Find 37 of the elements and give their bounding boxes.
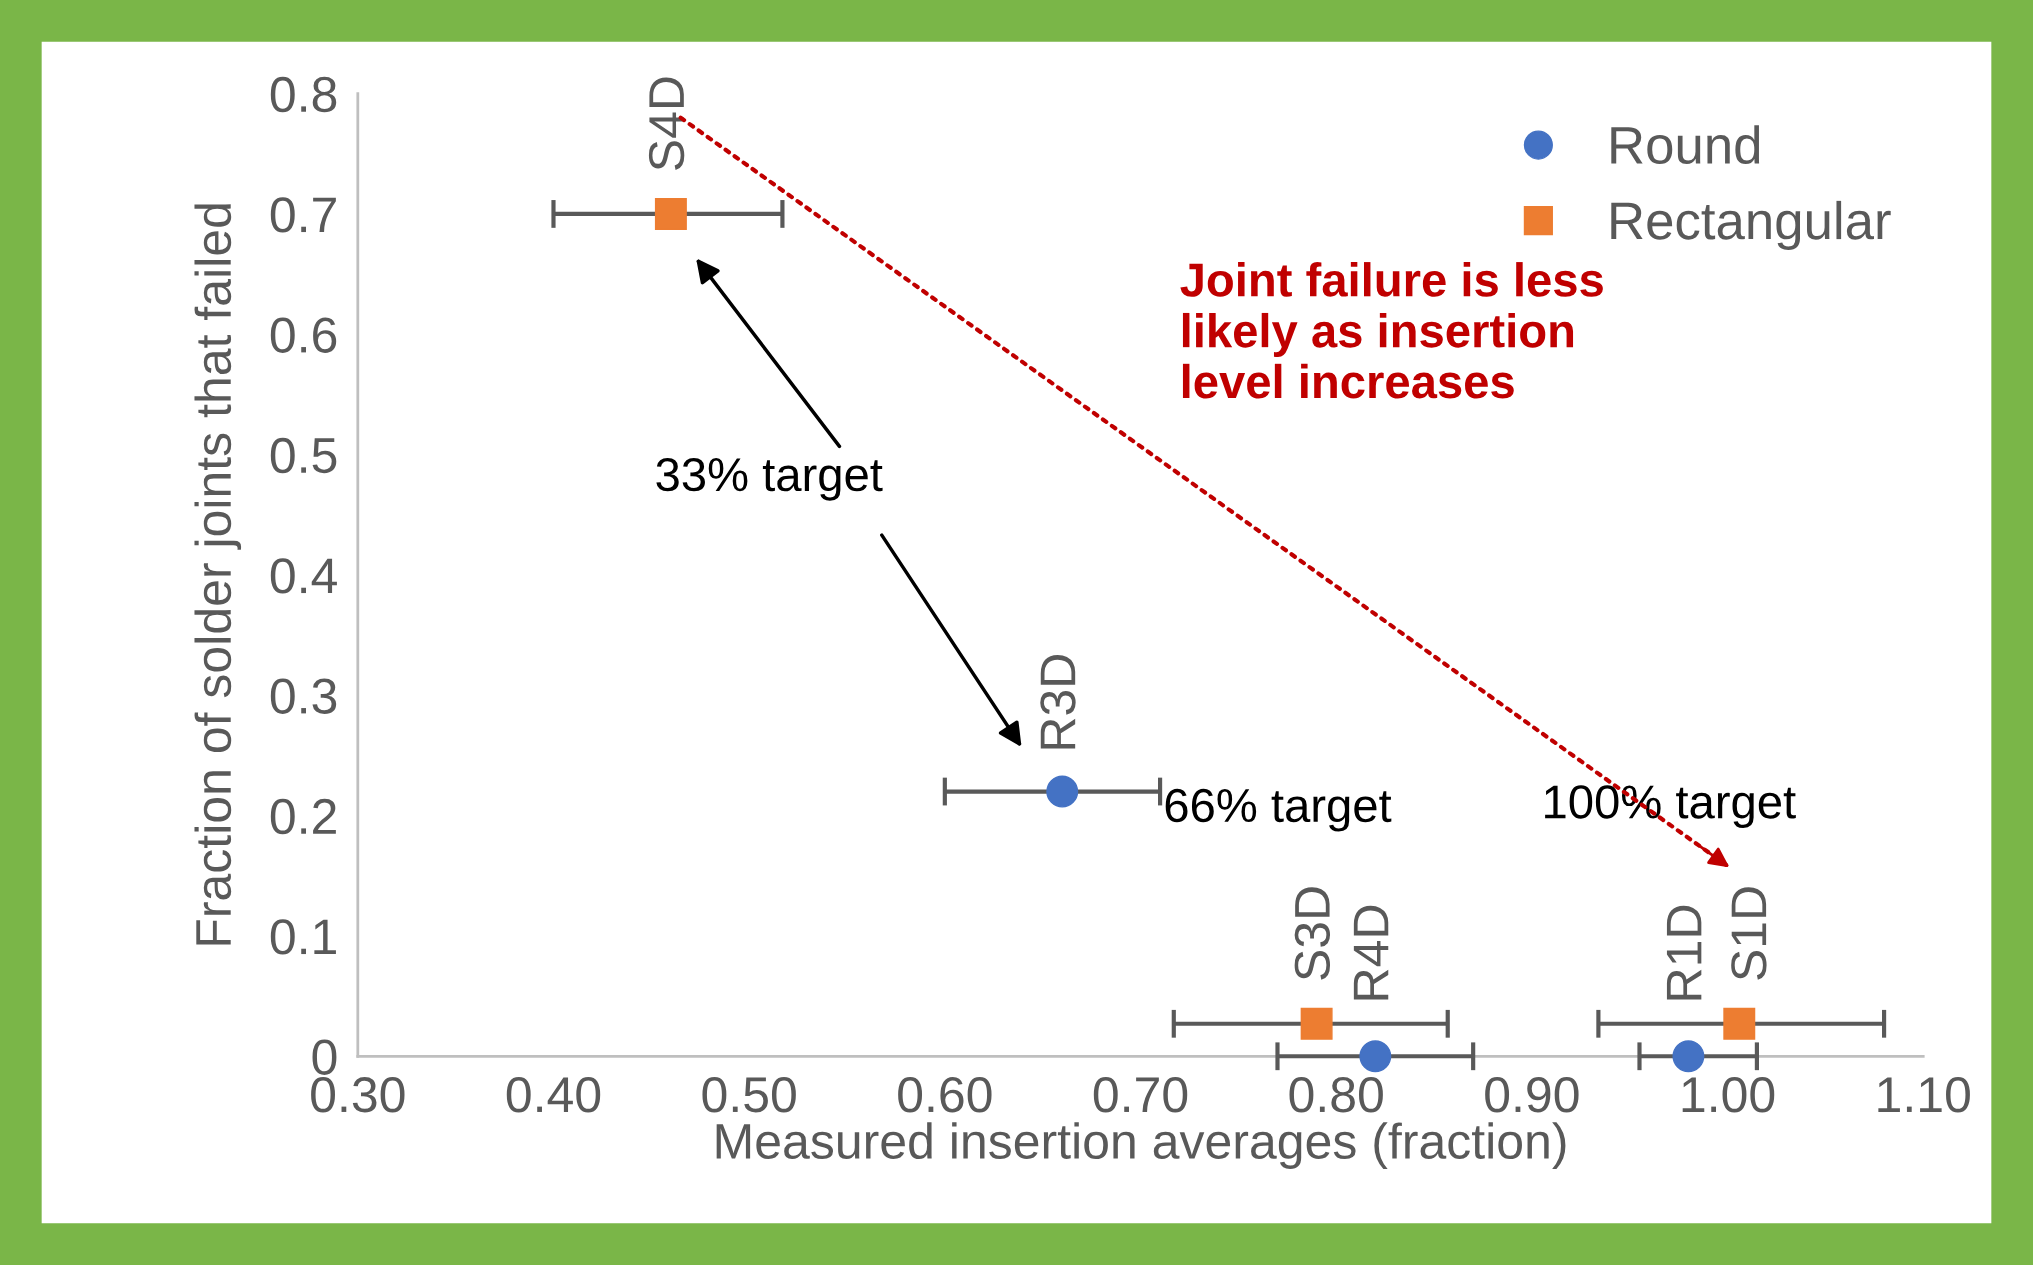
point (654, 197, 687, 230)
x-tick-label: 1.00 (1682, 1077, 1775, 1113)
annotation: R4D (1353, 905, 1389, 1000)
y-axis-title: Fraction of solder joints that failed (194, 204, 242, 945)
x-tick-label: 0.90 (1485, 1077, 1579, 1113)
annotation: R1D (1666, 905, 1702, 1000)
annotation: S1D (1731, 887, 1767, 980)
x-tick-label: 0.50 (702, 1077, 796, 1113)
x-tick-label: 0.80 (1289, 1077, 1383, 1113)
y-tick-label: 0.1 (270, 919, 336, 955)
x-axis-title: Measured insertion averages (fraction) (716, 1122, 1566, 1169)
y-tick-label: 0 (312, 1039, 337, 1075)
y-tick-label: 0.2 (270, 798, 336, 835)
legend-label: Rectangular (1611, 200, 1891, 251)
annotation: 66% target (1165, 788, 1392, 832)
y-tick-label: 0.3 (270, 678, 337, 714)
y-tick-label: 0.5 (270, 437, 337, 474)
x-tick-label: 0.40 (506, 1077, 601, 1113)
x-tick-label: 0.70 (1093, 1077, 1188, 1113)
y-tick-label: 0.4 (270, 558, 337, 594)
y-tick-label: 0.8 (270, 76, 337, 113)
annotation: R3D (1040, 655, 1076, 749)
point (1723, 1007, 1756, 1040)
point (1300, 1007, 1333, 1040)
annotation: 33% target (656, 457, 883, 501)
x-tick-label: 0.30 (311, 1077, 405, 1113)
legend-label: Round (1611, 125, 1760, 165)
x-tick-label: 0.60 (898, 1077, 992, 1113)
y-tick-label: 0.7 (270, 197, 336, 233)
point (1359, 1040, 1392, 1073)
annotation: Joint failure is less likely as insertion level increases (1180, 262, 1603, 399)
annotation: S3D (1294, 887, 1331, 980)
point (1046, 775, 1079, 808)
point (1672, 1040, 1705, 1073)
x-tick-label: 1.10 (1878, 1077, 1970, 1113)
y-tick-label: 0.6 (270, 317, 337, 353)
annotation: S4D (648, 77, 685, 170)
